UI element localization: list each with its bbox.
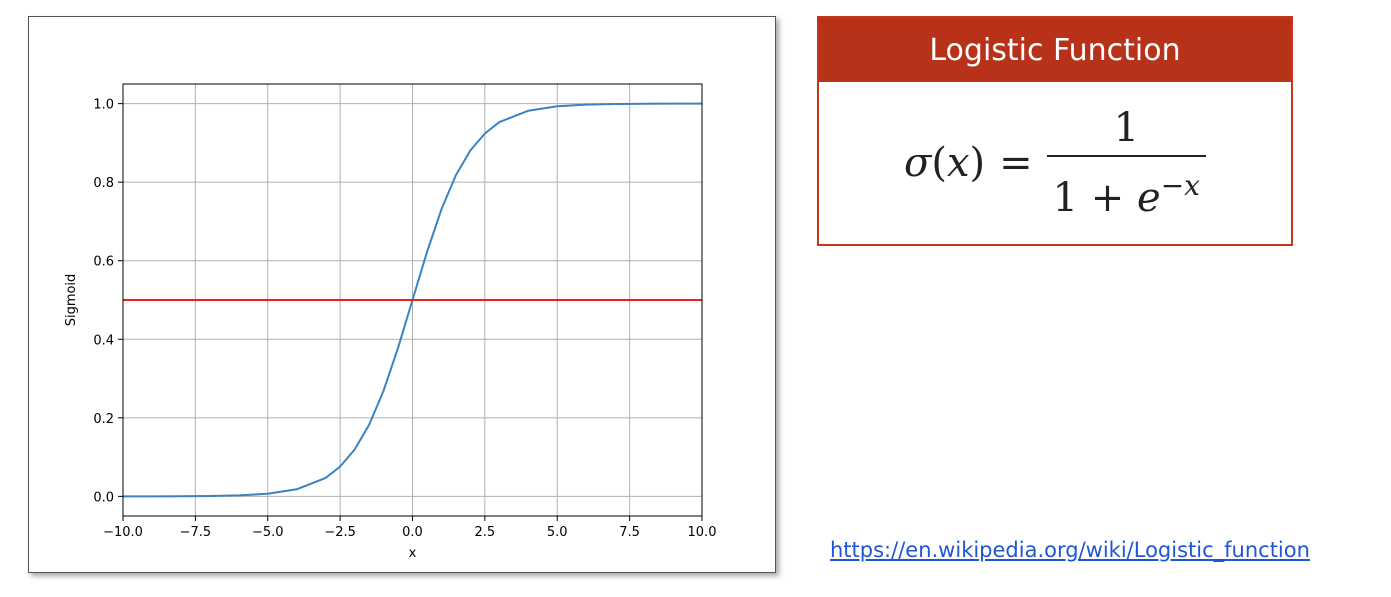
wikipedia-link[interactable]: https://en.wikipedia.org/wiki/Logistic_f… bbox=[830, 538, 1310, 562]
x-tick-label-6: 5.0 bbox=[547, 525, 568, 540]
denominator-exponent: −x bbox=[1160, 169, 1200, 202]
formula-equals: = bbox=[999, 140, 1033, 186]
formula-title: Logistic Function bbox=[819, 18, 1291, 82]
y-tick-label-2: 0.4 bbox=[93, 333, 114, 348]
formula-sigma: σ bbox=[904, 140, 932, 186]
formula-open-paren: ( bbox=[931, 140, 947, 186]
y-tick-label-1: 0.2 bbox=[93, 412, 114, 427]
y-tick-label-5: 1.0 bbox=[93, 98, 114, 113]
x-tick-label-1: −7.5 bbox=[180, 525, 212, 540]
x-axis-label: x bbox=[409, 546, 417, 561]
x-tick-label-0: −10.0 bbox=[103, 525, 143, 540]
denominator-base: 1 + bbox=[1052, 175, 1138, 221]
formula-body: σ(x) = 1 1 + e−x bbox=[819, 82, 1291, 244]
formula-card: Logistic Function σ(x) = 1 1 + e−x bbox=[817, 16, 1293, 246]
x-tick-label-4: 0.0 bbox=[402, 525, 423, 540]
x-tick-label-5: 2.5 bbox=[475, 525, 496, 540]
formula-close-paren: ) bbox=[969, 140, 986, 186]
y-tick-label-4: 0.8 bbox=[93, 176, 114, 191]
x-tick-label-7: 7.5 bbox=[619, 525, 640, 540]
sigmoid-chart: −10.0 −7.5 −5.0 −2.5 0.0 2.5 5.0 7.5 10.0 0.0 0.2 0… bbox=[64, 83, 717, 561]
fraction-bar bbox=[1046, 155, 1206, 157]
formula-var: x bbox=[946, 140, 970, 186]
chart-frame: −10.0 −7.5 −5.0 −2.5 0.0 2.5 5.0 7.5 10.0 0.0 0.2 0… bbox=[28, 16, 776, 573]
formula-denominator: 1 + e−x bbox=[1047, 157, 1206, 221]
y-axis-label: Sigmoid bbox=[64, 274, 79, 327]
formula-fraction: 1 1 + e−x bbox=[1046, 105, 1206, 221]
formula-numerator: 1 bbox=[1113, 105, 1140, 151]
x-tick-label-3: −2.5 bbox=[324, 525, 356, 540]
y-tick-label-3: 0.6 bbox=[93, 255, 114, 270]
y-tick-label-0: 0.0 bbox=[93, 490, 114, 505]
denominator-e: e bbox=[1137, 175, 1161, 221]
x-tick-label-8: 10.0 bbox=[688, 525, 717, 540]
x-tick-label-2: −5.0 bbox=[252, 525, 284, 540]
